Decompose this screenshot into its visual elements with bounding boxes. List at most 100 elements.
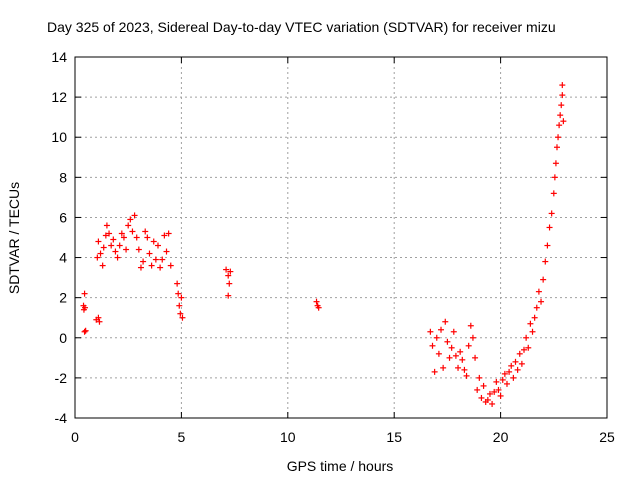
data-point [99, 262, 106, 269]
data-point [157, 264, 164, 271]
y-tick-label: 10 [51, 129, 67, 145]
data-point [512, 358, 519, 365]
data-point [560, 118, 567, 125]
data-point [174, 280, 181, 287]
data-point [100, 244, 107, 251]
data-point [150, 238, 157, 245]
y-tick-label: 14 [51, 49, 67, 65]
x-tick-label: 25 [599, 429, 615, 445]
data-point [542, 258, 549, 265]
data-point [135, 246, 142, 253]
data-point [463, 372, 470, 379]
data-point [514, 366, 521, 373]
data-point [315, 304, 322, 311]
data-point [480, 382, 487, 389]
data-point [178, 294, 185, 301]
axis-ticks: 0 5 10 15 20 25 -4 -2 0 2 4 6 8 10 12 14 [51, 49, 615, 445]
x-tick-label: 15 [386, 429, 402, 445]
plot-frame [74, 56, 608, 419]
data-point [553, 144, 560, 151]
data-point [448, 344, 455, 351]
y-axis-label: SDTVAR / TECUs [6, 182, 22, 294]
data-point [510, 374, 517, 381]
data-point [523, 334, 530, 341]
data-point [159, 256, 166, 263]
data-point [503, 380, 510, 387]
data-point [165, 230, 172, 237]
x-tick-label: 0 [71, 429, 79, 445]
data-point [551, 174, 558, 181]
data-point [444, 338, 451, 345]
data-point [82, 327, 89, 334]
data-point [472, 354, 479, 361]
data-point [552, 160, 559, 167]
data-point [433, 334, 440, 341]
data-point [529, 328, 536, 335]
data-point [508, 362, 515, 369]
data-point [429, 342, 436, 349]
y-tick-label: -2 [55, 370, 68, 386]
data-point [140, 258, 147, 265]
x-axis-label: GPS time / hours [287, 458, 394, 474]
data-point [137, 264, 144, 271]
data-point [452, 352, 459, 359]
data-point [81, 328, 88, 335]
data-point [442, 318, 449, 325]
data-point [501, 370, 508, 377]
data-point [225, 272, 232, 279]
data-point [123, 246, 130, 253]
data-point [161, 232, 168, 239]
data-point [535, 288, 542, 295]
data-point [146, 250, 153, 257]
data-point [546, 224, 553, 231]
data-point [559, 92, 566, 99]
data-point [548, 210, 555, 217]
data-point [521, 346, 528, 353]
data-point [489, 400, 496, 407]
data-point [177, 310, 184, 317]
data-point [225, 292, 232, 299]
y-tick-label: -4 [55, 410, 68, 426]
data-point [476, 374, 483, 381]
data-point [148, 262, 155, 269]
data-point [486, 390, 493, 397]
data-point [116, 242, 123, 249]
y-tick-label: 12 [51, 89, 67, 105]
data-point [154, 242, 161, 249]
data-point [516, 350, 523, 357]
data-point [531, 314, 538, 321]
data-point [120, 234, 127, 241]
data-point [540, 276, 547, 283]
data-point [133, 234, 140, 241]
data-points [80, 82, 567, 407]
data-point [557, 112, 564, 119]
data-point [465, 342, 472, 349]
data-point [427, 328, 434, 335]
data-point [499, 376, 506, 383]
data-point [226, 280, 233, 287]
data-point [525, 344, 532, 351]
x-tick-label: 5 [178, 429, 186, 445]
data-point [435, 350, 442, 357]
data-point [493, 378, 500, 385]
y-tick-label: 0 [59, 330, 67, 346]
data-point [313, 298, 320, 305]
data-point [550, 190, 557, 197]
data-point [103, 222, 110, 229]
data-point [223, 266, 230, 273]
data-point [440, 364, 447, 371]
y-tick-label: 6 [59, 209, 67, 225]
x-tick-label: 20 [493, 429, 509, 445]
grid [75, 57, 607, 418]
data-point [175, 290, 182, 297]
data-point [506, 368, 513, 375]
data-point [431, 368, 438, 375]
data-point [533, 304, 540, 311]
data-point [114, 254, 121, 261]
y-tick-label: 4 [59, 250, 67, 266]
data-point [81, 290, 88, 297]
data-point [467, 322, 474, 329]
data-point [131, 212, 138, 219]
data-point [167, 262, 174, 269]
